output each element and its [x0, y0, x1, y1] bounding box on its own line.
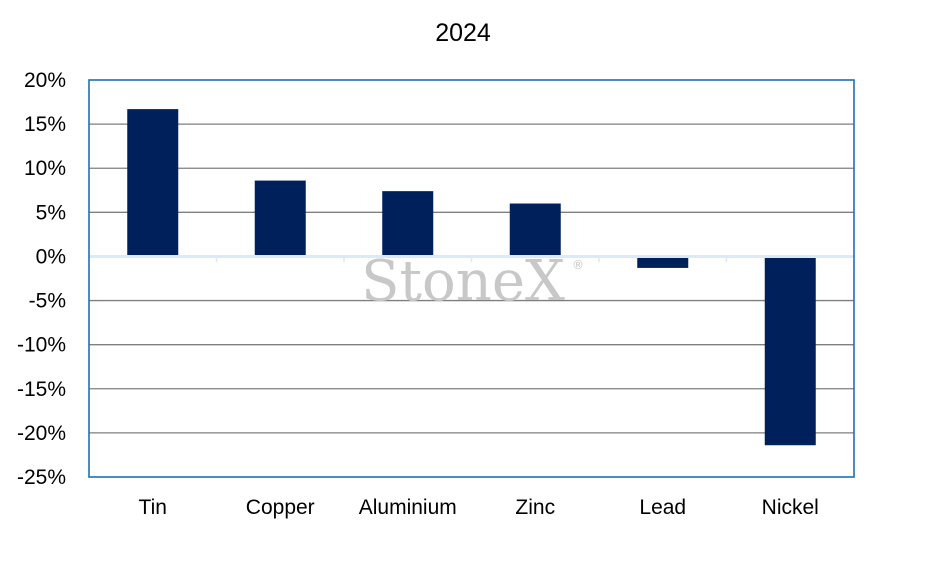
y-axis-labels: 20% 15% 10% 5% 0% -5% -10% -15% -20% -25% — [17, 69, 66, 489]
y-tick-label: 20% — [24, 69, 66, 92]
bar-series — [127, 109, 816, 446]
gridlines — [89, 123, 854, 434]
x-axis-ticks — [215, 256, 728, 263]
bar-copper — [254, 180, 306, 257]
x-tick-label: Nickel — [762, 496, 819, 519]
x-axis-labels: Tin Copper Aluminium Zinc Lead Nickel — [139, 496, 819, 519]
chart-title: 2024 — [435, 19, 491, 47]
bar-nickel — [764, 256, 816, 446]
bar-aluminium — [382, 191, 434, 257]
y-tick-label: -5% — [29, 290, 66, 313]
bar-zinc — [509, 203, 561, 257]
y-tick-label: -20% — [17, 422, 66, 445]
y-tick-label: -10% — [17, 334, 66, 357]
x-tick-label: Zinc — [515, 496, 555, 519]
bar-lead — [637, 256, 689, 268]
y-tick-label: 0% — [36, 245, 66, 268]
y-tick-label: -25% — [17, 466, 66, 489]
stonex-watermark: StoneX ® — [361, 249, 584, 314]
plot-frame — [88, 79, 855, 478]
x-tick-label: Aluminium — [359, 496, 457, 519]
watermark-text: StoneX — [361, 249, 565, 314]
bar-tin — [127, 109, 179, 257]
x-tick-label: Lead — [639, 496, 686, 519]
watermark-registered-mark: ® — [572, 258, 584, 272]
y-tick-label: 10% — [24, 157, 66, 180]
x-tick-label: Tin — [139, 496, 167, 519]
y-tick-label: -15% — [17, 378, 66, 401]
y-tick-label: 15% — [24, 113, 66, 136]
x-tick-label: Copper — [246, 496, 315, 519]
y-tick-label: 5% — [36, 201, 66, 224]
